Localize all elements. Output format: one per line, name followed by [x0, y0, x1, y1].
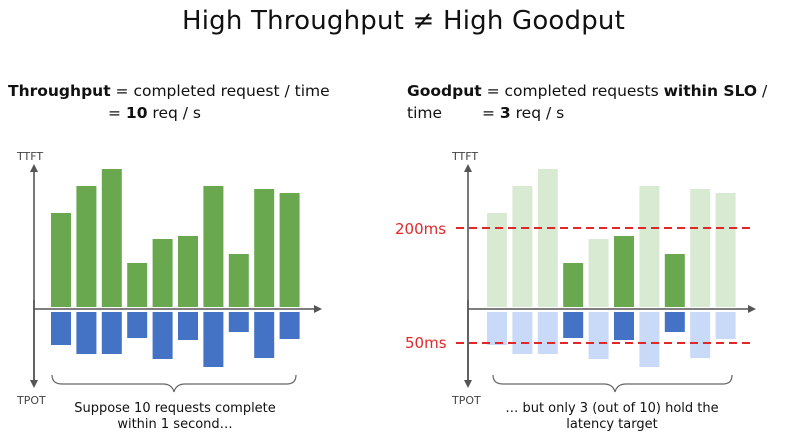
- goodput-result-value: 3: [499, 104, 511, 122]
- ttft-bar-3: [101, 169, 122, 307]
- ttft-bar-7: [203, 186, 224, 307]
- right-caption-line1: … but only 3 (out of 10) hold the: [505, 401, 718, 416]
- ttft-bar-2: [512, 186, 533, 307]
- tpot-bar-3: [101, 312, 122, 354]
- goodput-chart: 200ms 50ms TTFT TPOT … but only 3 (out o…: [395, 150, 756, 432]
- goodput-bars: [487, 169, 736, 367]
- throughput-result-unit: req / s: [147, 104, 201, 122]
- tpot-bar-9: [254, 312, 275, 358]
- ttft-bar-4: [127, 263, 148, 307]
- ttft-bar-10: [715, 193, 736, 307]
- tpot-bar-4: [127, 312, 148, 338]
- left-caption-line2: within 1 second…: [117, 417, 232, 432]
- ttft-bar-5: [152, 239, 173, 307]
- goodput-within-slo: within SLO: [663, 82, 758, 100]
- tpot-bar-10: [279, 312, 300, 339]
- ttft-bar-7: [639, 186, 660, 307]
- ttft-bar-4: [563, 263, 584, 307]
- tpot-bar-3: [537, 312, 558, 354]
- page-title: High Throughput ≠ High Goodput: [181, 6, 626, 36]
- goodput-term: Goodput: [407, 82, 482, 100]
- ttft-bar-8: [228, 254, 249, 307]
- goodput-definition: Goodput = completed requests within SLO …: [407, 80, 807, 124]
- tpot-slo-label: 50ms: [405, 334, 447, 352]
- throughput-definition: Throughput = completed request / time: [8, 80, 330, 102]
- tpot-bar-7: [639, 312, 660, 367]
- tpot-bar-5: [152, 312, 173, 359]
- goodput-result: = 3 req / s: [482, 102, 564, 124]
- ttft-bar-6: [178, 236, 198, 307]
- tpot-bar-6: [614, 312, 634, 340]
- tpot-bar-10: [715, 312, 736, 339]
- throughput-chart: TTFT TPOT Suppose 10 requests complete w…: [16, 150, 322, 432]
- tpot-bar-8: [664, 312, 685, 332]
- right-tpot-label: TPOT: [451, 394, 481, 407]
- tpot-bar-4: [563, 312, 584, 338]
- ttft-bar-1: [487, 213, 507, 307]
- tpot-bar-7: [203, 312, 224, 367]
- throughput-result: = 10 req / s: [108, 102, 201, 124]
- left-tpot-label: TPOT: [16, 394, 46, 407]
- ttft-slo-label: 200ms: [395, 220, 446, 238]
- ttft-bar-1: [51, 213, 71, 307]
- right-ttft-label: TTFT: [451, 150, 478, 163]
- tpot-bar-9: [690, 312, 711, 358]
- left-ttft-label: TTFT: [16, 150, 43, 163]
- tpot-bar-2: [512, 312, 533, 354]
- goodput-definition-text-a: = completed requests: [481, 82, 664, 100]
- goodput-result-prefix: =: [482, 104, 500, 122]
- right-caption-line2: latency target: [566, 417, 657, 432]
- tpot-bar-1: [487, 312, 507, 345]
- ttft-bar-2: [76, 186, 97, 307]
- goodput-definition-text-b: / time: [407, 82, 768, 122]
- tpot-bar-1: [51, 312, 71, 345]
- left-caption-line1: Suppose 10 requests complete: [74, 401, 276, 416]
- goodput-result-unit: req / s: [510, 104, 565, 122]
- ttft-bar-6: [614, 236, 634, 307]
- tpot-bar-2: [76, 312, 97, 354]
- ttft-bar-9: [254, 189, 275, 307]
- throughput-definition-text: = completed request / time: [110, 82, 330, 100]
- throughput-result-prefix: =: [108, 104, 126, 122]
- tpot-bar-6: [178, 312, 198, 340]
- left-bracket: [51, 374, 297, 393]
- ttft-bar-5: [588, 239, 609, 307]
- ttft-bar-3: [537, 169, 558, 307]
- ttft-bar-8: [664, 254, 685, 307]
- right-bracket: [492, 374, 733, 393]
- ttft-bar-10: [279, 193, 300, 307]
- throughput-term: Throughput: [8, 82, 111, 100]
- tpot-bar-5: [588, 312, 609, 359]
- throughput-bars: [51, 169, 300, 367]
- throughput-result-value: 10: [125, 104, 148, 122]
- tpot-bar-8: [228, 312, 249, 332]
- ttft-bar-9: [690, 189, 711, 307]
